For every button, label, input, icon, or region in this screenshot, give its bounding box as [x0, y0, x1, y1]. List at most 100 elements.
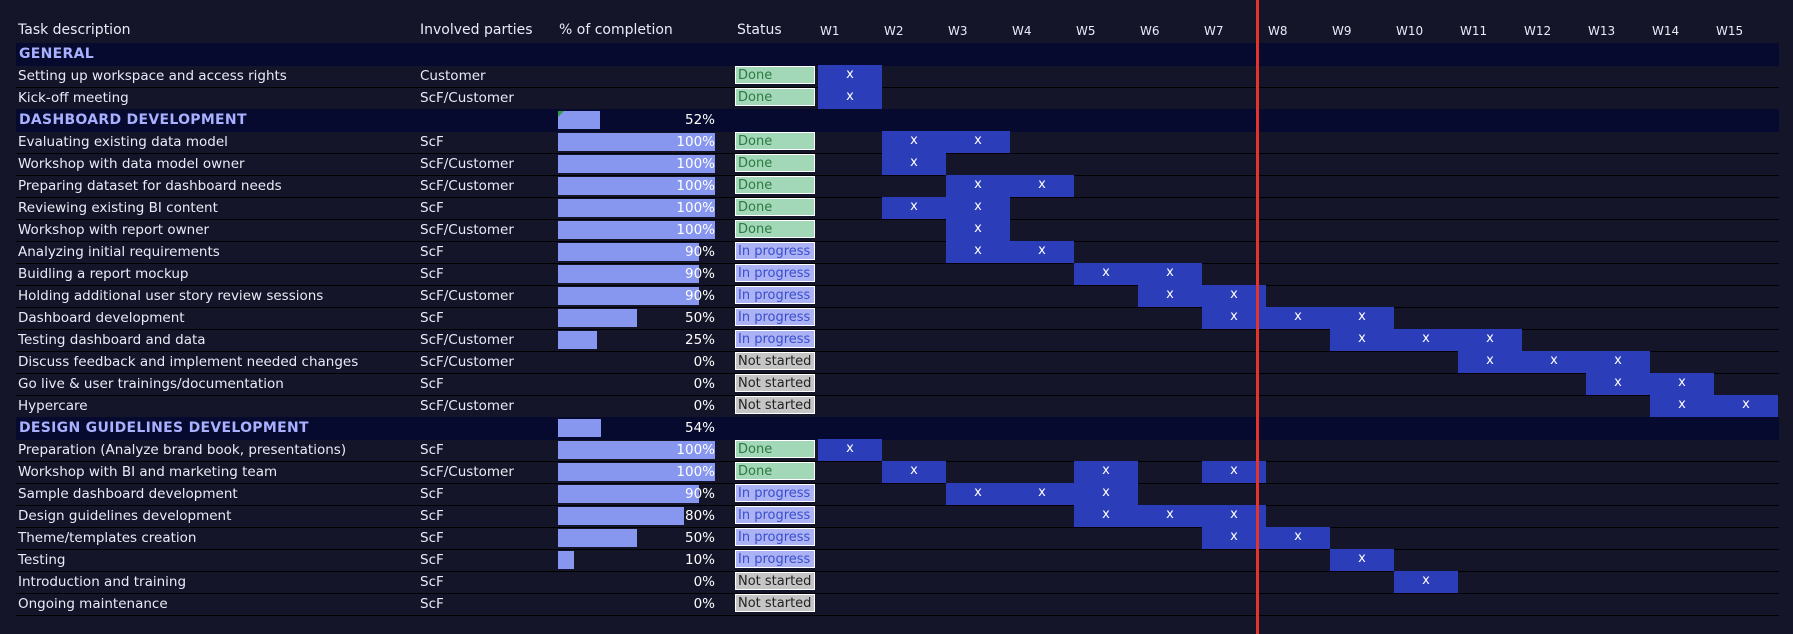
task-status: Not started [735, 572, 815, 590]
task-completion: 10% [558, 549, 715, 571]
task-status: In progress [735, 242, 815, 260]
task-row: Hypercare ScF/Customer 0% Not started x x [16, 395, 1779, 418]
week-mark: x [1614, 353, 1622, 368]
task-status: In progress [735, 330, 815, 348]
task-parties: ScF/Customer [420, 178, 514, 194]
week-block [882, 461, 946, 483]
task-completion-label: 0% [693, 596, 715, 612]
task-name: Workshop with data model owner [18, 156, 245, 172]
header-status: Status [737, 22, 782, 38]
week-mark: x [1422, 573, 1430, 588]
task-completion: 90% [558, 483, 715, 505]
week-mark: x [846, 89, 854, 104]
week-mark: x [974, 485, 982, 500]
task-parties: ScF [420, 134, 444, 150]
task-completion-label: 0% [693, 376, 715, 392]
week-block [882, 131, 1010, 153]
week-block [1138, 285, 1266, 307]
task-status: In progress [735, 286, 815, 304]
task-completion-bar [558, 243, 699, 261]
task-name: Dashboard development [18, 310, 185, 326]
week-mark: x [1038, 243, 1046, 258]
task-row: Buidling a report mockup ScF 90% In progres… [16, 263, 1779, 286]
task-completion-bar [558, 199, 715, 217]
task-row: Design guidelines development ScF 80% In pr… [16, 505, 1779, 528]
task-completion: 90% [558, 263, 715, 285]
task-parties: Customer [420, 68, 486, 84]
section-completion: 52% [558, 109, 715, 131]
week-header-13: W13 [1588, 24, 1616, 38]
task-row: Kick-off meeting ScF/Customer Done x [16, 87, 1779, 110]
task-name: Preparing dataset for dashboard needs [18, 178, 282, 194]
task-parties: ScF/Customer [420, 90, 514, 106]
task-status: Done [735, 88, 815, 106]
week-mark: x [1358, 309, 1366, 324]
week-mark: x [910, 133, 918, 148]
task-status: Not started [735, 396, 815, 414]
section-title: DASHBOARD DEVELOPMENT [19, 112, 247, 128]
task-row: Preparing dataset for dashboard needs ScF… [16, 175, 1779, 198]
task-completion-label: 0% [693, 354, 715, 370]
task-completion: 0% [558, 395, 715, 417]
week-block [1202, 527, 1330, 549]
task-name: Workshop with report owner [18, 222, 210, 238]
task-row: Evaluating existing data model ScF 100% Don… [16, 131, 1779, 154]
task-name: Reviewing existing BI content [18, 200, 218, 216]
week-mark: x [1230, 507, 1238, 522]
task-completion: 100% [558, 153, 715, 175]
task-row: Analyzing initial requirements ScF 90% In p… [16, 241, 1779, 264]
task-completion-label: 100% [676, 178, 715, 194]
week-header-11: W11 [1460, 24, 1488, 38]
section-completion-label: 52% [684, 112, 715, 128]
week-mark: x [1102, 485, 1110, 500]
week-header-3: W3 [948, 24, 968, 38]
task-status: Done [735, 220, 815, 238]
task-completion: 100% [558, 197, 715, 219]
week-header-8: W8 [1268, 24, 1288, 38]
week-mark: x [1678, 397, 1686, 412]
task-completion: 25% [558, 329, 715, 351]
task-completion-bar [558, 485, 699, 503]
week-block [1650, 395, 1778, 417]
week-block [1074, 263, 1202, 285]
task-parties: ScF [420, 266, 444, 282]
week-mark: x [1102, 463, 1110, 478]
task-name: Discuss feedback and implement needed ch… [18, 354, 359, 370]
week-block [946, 175, 1074, 197]
task-completion-bar [558, 177, 715, 195]
week-mark: x [846, 441, 854, 456]
task-status: Done [735, 154, 815, 172]
task-row: Dashboard development ScF 50% In progress x x… [16, 307, 1779, 330]
task-status: Done [735, 176, 815, 194]
week-mark: x [1230, 529, 1238, 544]
task-status: In progress [735, 528, 815, 546]
week-block [946, 241, 1074, 263]
week-mark: x [1294, 309, 1302, 324]
task-parties: ScF [420, 530, 444, 546]
task-completion: 50% [558, 307, 715, 329]
task-completion: 100% [558, 219, 715, 241]
week-header-6: W6 [1140, 24, 1160, 38]
task-name: Evaluating existing data model [18, 134, 228, 150]
week-block [1202, 461, 1266, 483]
task-completion: 100% [558, 461, 715, 483]
comment-marker [558, 111, 564, 117]
task-completion-bar [558, 287, 699, 305]
week-block [946, 483, 1138, 505]
week-mark: x [1486, 331, 1494, 346]
task-completion-bar [558, 265, 699, 283]
task-name: Workshop with BI and marketing team [18, 464, 278, 480]
task-name: Preparation (Analyze brand book, present… [18, 442, 347, 458]
week-mark: x [1102, 507, 1110, 522]
task-status: Not started [735, 352, 815, 370]
task-name: Ongoing maintenance [18, 596, 168, 612]
task-completion-label: 50% [684, 310, 715, 326]
task-row: Setting up workspace and access rights Cu… [16, 65, 1779, 88]
week-mark: x [1294, 529, 1302, 544]
week-mark: x [1742, 397, 1750, 412]
task-completion-label: 50% [684, 530, 715, 546]
task-row: Preparation (Analyze brand book, present… [16, 439, 1779, 462]
task-parties: ScF [420, 310, 444, 326]
section-row: GENERAL [16, 43, 1779, 66]
